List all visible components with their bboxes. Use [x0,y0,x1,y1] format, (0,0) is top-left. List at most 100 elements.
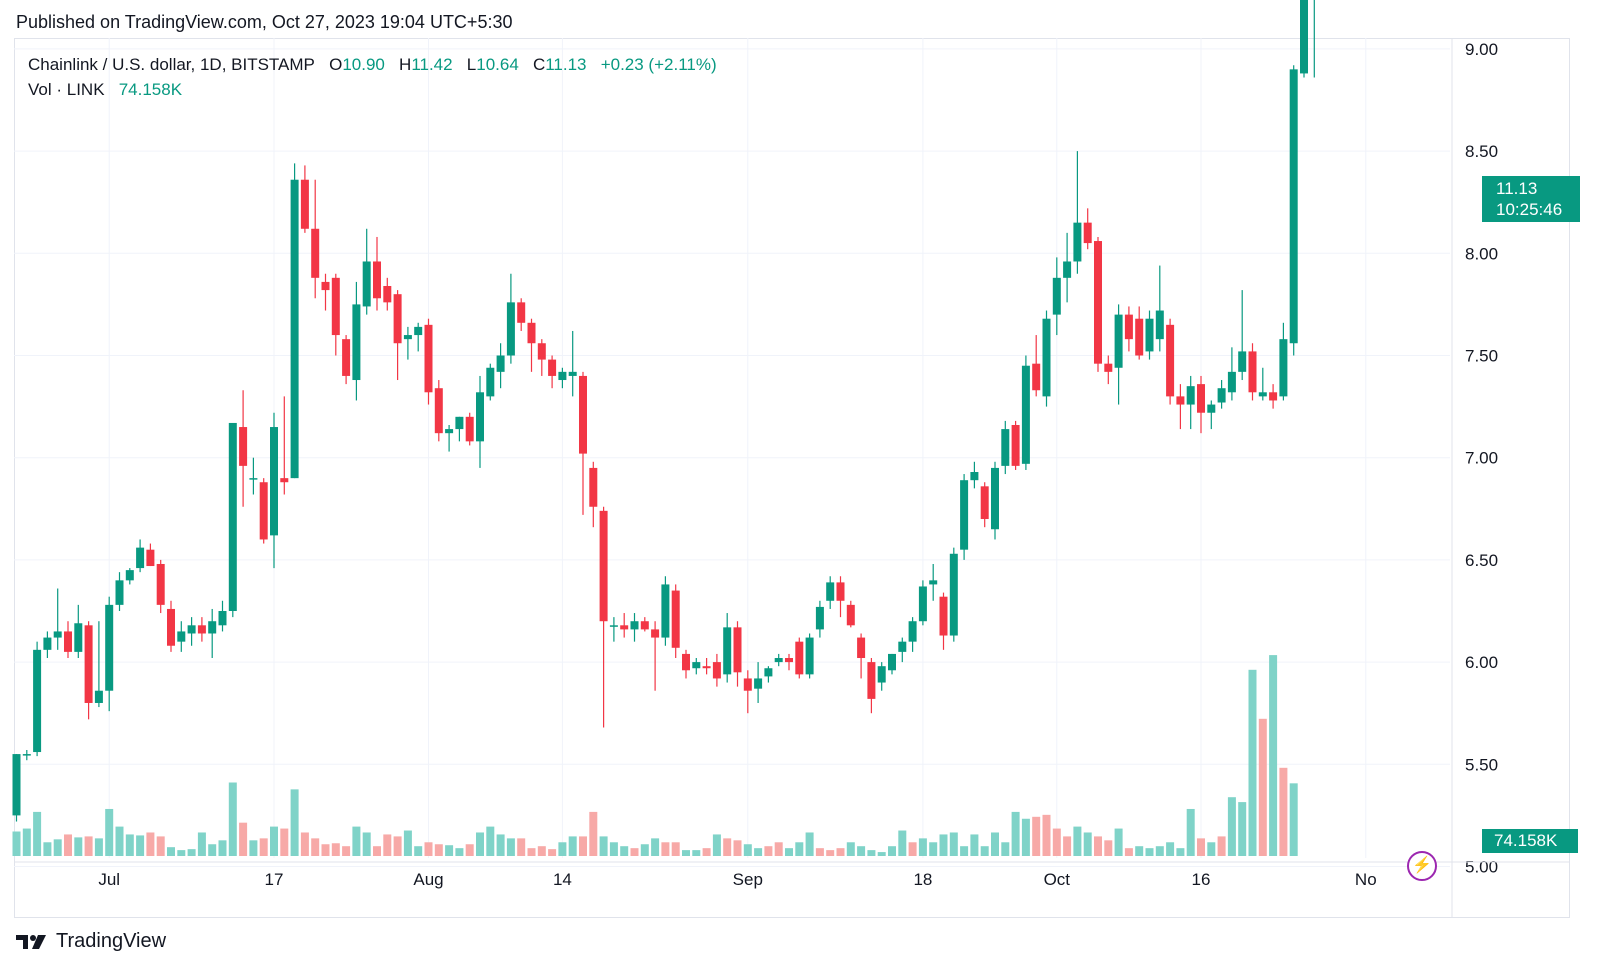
volume-bar [280,828,289,856]
volume-bar [815,848,824,856]
volume-bar [331,843,340,856]
volume-bar [53,839,62,856]
candle-body [434,388,443,434]
volume-bar [1011,811,1020,856]
volume-bar [795,842,804,856]
candle-body [84,625,93,703]
candle-body [105,604,114,691]
volume-bar [558,842,567,856]
candle-body [723,627,732,675]
volume-bar [1197,838,1205,856]
candle-body [53,631,62,638]
volume-bar [805,832,814,856]
volume-bar [929,842,938,856]
candle-body [785,658,793,663]
candle-body [712,662,721,679]
volume-bar [568,836,577,856]
candle-body [228,422,237,611]
volume-bar [960,846,969,856]
volume-bar [393,836,402,856]
last-volume-tag: 74.158K [1482,829,1578,853]
candle-body [496,355,505,372]
volume-bar [300,832,309,856]
volume-bar [43,842,52,856]
candle-body [486,367,495,397]
volume-bar [187,849,196,856]
candle-body [805,637,814,675]
volume-bar [609,842,618,856]
volume-bar [877,852,886,856]
volume-bar [949,832,958,856]
candle-body [424,324,433,393]
candle-body [579,375,587,454]
published-text: Published on TradingView.com, Oct 27, 20… [16,12,513,32]
volume-bar [321,844,330,856]
volume-bar [1186,808,1195,856]
tradingview-logo[interactable]: TradingView [16,930,166,953]
volume-bar [1176,848,1185,856]
candle-body [980,486,989,520]
candle-body [599,510,608,622]
candle-body [682,653,690,671]
x-tick-label: 18 [913,870,932,889]
candle-body [352,304,361,381]
y-tick-label: 8.50 [1465,142,1498,161]
volume-bar [424,842,433,856]
candle-body [826,582,835,601]
candle-body [1104,363,1113,372]
candle-body [754,678,763,689]
candle-body [94,690,103,703]
candle-body [558,371,567,381]
candle-body [589,467,598,507]
candle-body [960,480,969,550]
volume-bar [249,840,258,856]
tradingview-brand: TradingView [56,930,167,952]
volume-bar [270,826,278,856]
volume-bar [620,846,629,856]
volume-bar [579,836,587,856]
candle-body [795,641,804,675]
volume-bar [743,844,752,856]
candle-body [630,621,639,630]
legend-high-value: 11.42 [411,55,453,74]
y-tick-label: 8.00 [1465,244,1498,263]
volume-bar [640,844,649,856]
volume-bar [857,846,866,856]
candle-body [270,427,278,536]
volume-bar [888,846,896,856]
legend-ohlc-row: Chainlink / U.S. dollar, 1D, BITSTAMP O1… [28,52,717,77]
candle-body [1197,384,1205,413]
volume-bar [991,832,999,856]
volume-bar [1258,718,1267,856]
legend-symbol[interactable]: Chainlink / U.S. dollar, 1D, BITSTAMP [28,55,315,74]
volume-bar [785,848,793,856]
x-tick-label: Sep [733,870,763,889]
volume-bar [1135,846,1144,856]
legend-volume-value: 74.158K [118,80,183,99]
candle-body [239,427,248,466]
candle-body [146,549,155,567]
candle-body [1042,318,1051,397]
lightning-icon[interactable]: ⚡ [1407,851,1437,881]
legend-low-value: 10.64 [476,55,519,74]
candle-body [671,590,680,648]
candle-body [64,631,72,652]
y-tick-label: 5.00 [1465,858,1498,877]
candle-body [177,631,186,642]
candle-body [1114,314,1123,368]
volume-bar [1145,848,1154,856]
volume-bar [1032,816,1041,856]
volume-bar [476,832,484,856]
volume-bar [517,838,526,856]
candle-body [1052,277,1061,315]
volume-bar [506,838,515,856]
volume-bar [290,789,299,856]
volume-bar [1042,814,1051,856]
candle-body [1083,222,1092,244]
x-tick-label: Aug [413,870,443,889]
candle-body [321,281,330,291]
legend-volume-label[interactable]: Vol · LINK [28,80,105,99]
volume-bar [197,832,206,856]
candle-body [918,586,927,622]
